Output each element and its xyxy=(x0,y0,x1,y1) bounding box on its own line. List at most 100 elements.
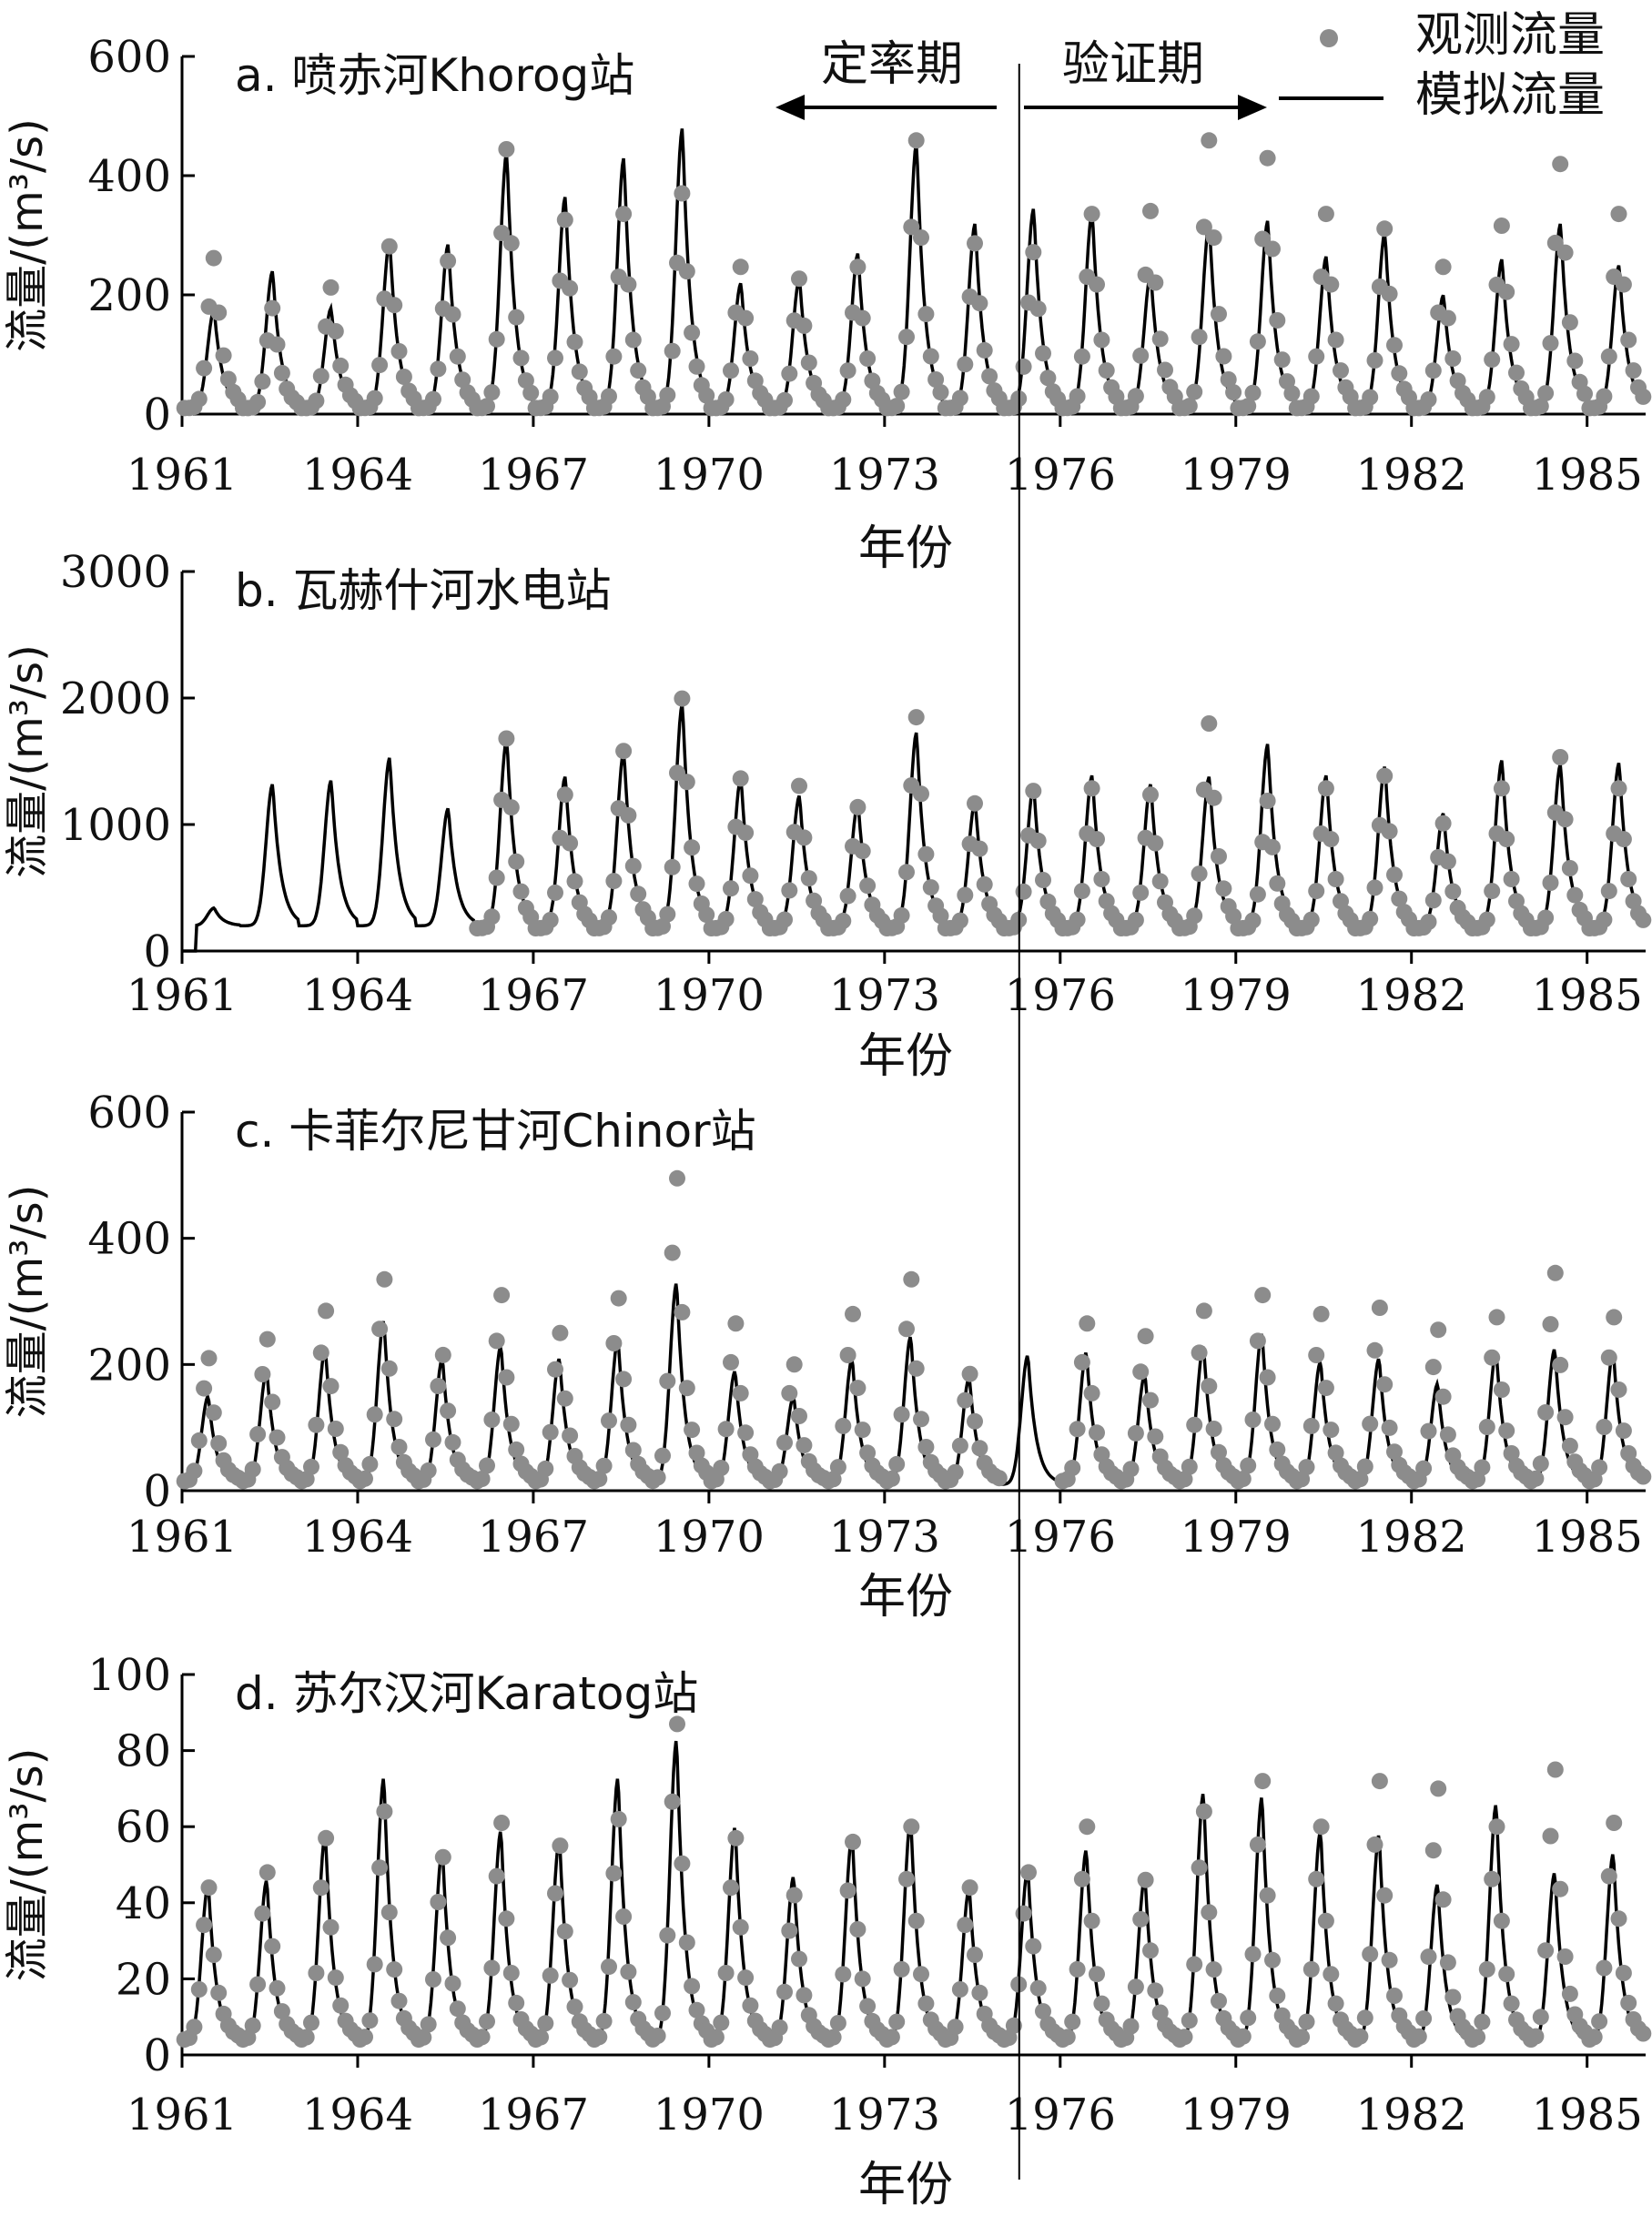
observed-point xyxy=(1147,1428,1164,1445)
observed-point xyxy=(1244,1412,1262,1428)
observed-point xyxy=(630,885,647,903)
observed-point xyxy=(1591,1459,1608,1476)
observed-point xyxy=(1323,831,1340,848)
observed-point xyxy=(1029,300,1047,318)
observed-point xyxy=(196,1917,213,1934)
y-axis-label: 流量/(m³/s) xyxy=(2,1185,53,1419)
observed-point xyxy=(907,1360,925,1377)
observed-point xyxy=(1181,2012,1198,2029)
observed-point xyxy=(1127,1978,1144,1996)
observed-point xyxy=(1195,218,1212,236)
observed-point xyxy=(1069,1421,1086,1438)
observed-point xyxy=(498,141,515,157)
observed-point xyxy=(390,343,408,359)
observed-point xyxy=(434,1346,451,1363)
observed-point xyxy=(742,867,759,885)
observed-point xyxy=(859,877,877,895)
observed-point xyxy=(893,1406,910,1423)
observed-point xyxy=(1493,218,1510,234)
observed-point xyxy=(1147,274,1164,291)
observed-point xyxy=(249,393,267,410)
observed-point xyxy=(542,1967,559,1984)
observed-point xyxy=(542,388,559,405)
observed-point xyxy=(1127,1424,1144,1442)
observed-point xyxy=(771,2019,788,2036)
observed-point xyxy=(1064,2013,1081,2030)
observed-point xyxy=(1259,1887,1276,1904)
observed-point xyxy=(1542,1827,1559,1845)
observed-point xyxy=(264,1393,281,1411)
observed-point xyxy=(723,362,739,379)
observed-point xyxy=(664,342,681,359)
observed-point xyxy=(571,363,588,380)
observed-point xyxy=(776,911,793,928)
observed-point xyxy=(1064,1460,1081,1476)
observed-point xyxy=(624,1994,642,2011)
observed-point xyxy=(210,1435,228,1452)
observed-point xyxy=(1211,306,1227,323)
observed-point xyxy=(746,891,764,908)
observed-point xyxy=(1240,1457,1257,1474)
observed-point xyxy=(298,2029,315,2046)
observed-point xyxy=(732,258,749,276)
observed-point xyxy=(1488,1309,1505,1326)
observed-point xyxy=(1093,1995,1110,2012)
observed-point xyxy=(971,295,988,312)
observed-point xyxy=(1439,309,1456,327)
observed-point xyxy=(357,1470,373,1487)
observed-point xyxy=(1029,1979,1047,1997)
observed-point xyxy=(674,690,691,707)
calibration-label: 定率期 xyxy=(821,37,963,92)
observed-point xyxy=(1415,2010,1433,2027)
observed-point xyxy=(1308,1870,1325,1887)
observed-point xyxy=(380,1360,398,1377)
observed-point xyxy=(717,1965,735,1981)
validation-label: 验证期 xyxy=(1062,37,1204,92)
observed-point xyxy=(537,2015,554,2032)
observed-point xyxy=(1186,1956,1203,1973)
observed-point xyxy=(1566,886,1584,904)
observed-point xyxy=(1576,385,1593,402)
observed-point xyxy=(1244,384,1262,401)
observed-point xyxy=(932,907,949,925)
observed-point xyxy=(420,2016,437,2033)
observed-point xyxy=(678,1380,695,1397)
observed-point xyxy=(1093,871,1110,887)
observed-point xyxy=(308,1416,325,1433)
observed-point xyxy=(967,794,983,812)
observed-point xyxy=(620,1416,637,1433)
observed-point xyxy=(839,887,856,905)
observed-point xyxy=(273,2003,290,2020)
observed-point xyxy=(893,1960,910,1978)
observed-point xyxy=(1434,815,1452,832)
observed-point xyxy=(1191,329,1208,346)
x-tick-label: 1967 xyxy=(478,450,589,501)
observed-point xyxy=(186,1462,203,1480)
observed-point xyxy=(190,1432,208,1449)
observed-point xyxy=(1083,1912,1100,1929)
observed-point xyxy=(664,1793,681,1810)
observed-point xyxy=(386,1411,403,1428)
observed-point xyxy=(776,391,793,409)
observed-point xyxy=(483,384,501,401)
observed-point xyxy=(615,1908,633,1925)
observed-point xyxy=(893,383,910,400)
observed-point xyxy=(258,1864,276,1881)
panel-title: d. 苏尔汉河Karatog站 xyxy=(235,1667,698,1720)
y-tick-label: 0 xyxy=(143,1466,171,1517)
observed-point xyxy=(244,2017,261,2034)
observed-point xyxy=(1600,348,1617,365)
observed-point xyxy=(1561,1437,1578,1454)
y-tick-label: 400 xyxy=(87,151,171,202)
observed-point xyxy=(829,1459,846,1476)
observed-point xyxy=(624,1442,642,1459)
observed-point xyxy=(684,324,701,341)
x-tick-label: 1976 xyxy=(1005,970,1116,1021)
observed-point xyxy=(1069,1960,1086,1978)
observed-point xyxy=(922,348,939,365)
observed-point xyxy=(849,798,867,815)
observed-point xyxy=(444,1433,461,1451)
observed-point xyxy=(659,387,676,404)
observed-point xyxy=(1323,276,1340,293)
x-tick-label: 1961 xyxy=(127,970,238,1021)
